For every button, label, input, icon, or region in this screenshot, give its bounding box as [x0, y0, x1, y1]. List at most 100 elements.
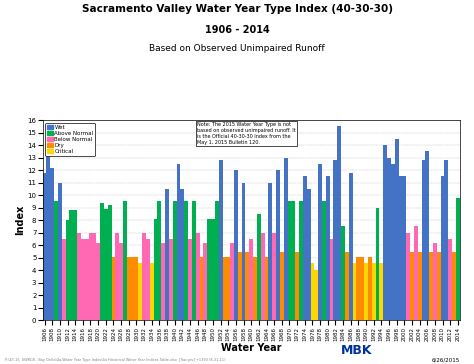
Bar [349, 173, 353, 320]
Bar [119, 243, 123, 320]
Bar [310, 263, 314, 320]
Bar [268, 183, 272, 320]
Bar [169, 239, 173, 320]
Text: Sacramento Valley Water Year Type Index (40-30-30): Sacramento Valley Water Year Type Index … [82, 4, 392, 13]
Bar [219, 160, 222, 320]
Bar [123, 201, 127, 320]
Legend: Wet, Above Normal, Below Normal, Dry, Critical: Wet, Above Normal, Below Normal, Dry, Cr… [46, 123, 95, 156]
Bar [184, 201, 188, 320]
Bar [288, 201, 292, 320]
Bar [173, 201, 177, 320]
Bar [368, 257, 372, 320]
Bar [295, 252, 299, 320]
Bar [402, 177, 406, 320]
Bar [222, 257, 227, 320]
Bar [445, 160, 448, 320]
Bar [115, 233, 119, 320]
Bar [264, 257, 268, 320]
Bar [54, 201, 58, 320]
Bar [452, 252, 456, 320]
Bar [314, 270, 318, 320]
Bar [200, 257, 203, 320]
Bar [43, 173, 46, 320]
Bar [272, 233, 276, 320]
Bar [77, 233, 81, 320]
Bar [292, 201, 295, 320]
Bar [165, 189, 169, 320]
Bar [421, 160, 425, 320]
Bar [211, 219, 215, 320]
Bar [100, 203, 104, 320]
Bar [142, 233, 146, 320]
Text: Note: The 2015 Water Year Type is not
based on observed unimpaired runoff. It
is: Note: The 2015 Water Year Type is not ba… [197, 122, 296, 145]
Bar [261, 233, 264, 320]
Bar [196, 233, 200, 320]
Bar [192, 201, 196, 320]
Bar [85, 239, 89, 320]
Bar [188, 239, 192, 320]
Bar [92, 233, 96, 320]
Bar [429, 252, 433, 320]
Bar [448, 239, 452, 320]
Bar [177, 164, 181, 320]
Bar [230, 243, 234, 320]
Bar [181, 189, 184, 320]
Bar [242, 183, 246, 320]
Bar [81, 239, 85, 320]
Bar [111, 257, 115, 320]
Bar [104, 209, 108, 320]
Bar [146, 239, 150, 320]
Bar [341, 226, 345, 320]
Bar [337, 126, 341, 320]
Bar [70, 210, 73, 320]
Bar [73, 210, 77, 320]
Bar [249, 239, 253, 320]
Bar [414, 226, 418, 320]
Bar [406, 233, 410, 320]
Bar [276, 170, 280, 320]
Bar [399, 177, 402, 320]
Bar [89, 233, 92, 320]
Bar [154, 219, 157, 320]
Bar [303, 177, 307, 320]
Bar [284, 158, 288, 320]
Bar [441, 177, 445, 320]
Bar [387, 158, 391, 320]
Text: P:\47-15  SWRCB - Bay Delta\4a-Water Year Type Index\4a Historical Water Year In: P:\47-15 SWRCB - Bay Delta\4a-Water Year… [5, 358, 225, 362]
Bar [65, 220, 70, 320]
Bar [330, 239, 334, 320]
Bar [307, 189, 310, 320]
Bar [364, 263, 368, 320]
Bar [246, 252, 249, 320]
Bar [138, 263, 142, 320]
Bar [353, 263, 356, 320]
Bar [203, 243, 207, 320]
Bar [50, 168, 54, 320]
Bar [157, 201, 161, 320]
Bar [318, 164, 322, 320]
Bar [356, 257, 360, 320]
Bar [379, 263, 383, 320]
Bar [391, 164, 395, 320]
Bar [345, 252, 349, 320]
Bar [227, 257, 230, 320]
Bar [425, 151, 429, 320]
Bar [253, 257, 257, 320]
Bar [131, 257, 135, 320]
Bar [58, 183, 62, 320]
Bar [96, 243, 100, 320]
Bar [375, 208, 379, 320]
Bar [238, 252, 242, 320]
Bar [433, 243, 437, 320]
Bar [135, 257, 138, 320]
Bar [108, 205, 111, 320]
Bar [418, 252, 421, 320]
Bar [46, 145, 50, 320]
Bar [410, 252, 414, 320]
Text: Based on Observed Unimpaired Runoff: Based on Observed Unimpaired Runoff [149, 44, 325, 53]
Bar [395, 139, 399, 320]
Bar [207, 219, 211, 320]
Bar [299, 201, 303, 320]
Bar [383, 145, 387, 320]
Text: 1906 - 2014: 1906 - 2014 [205, 25, 269, 35]
